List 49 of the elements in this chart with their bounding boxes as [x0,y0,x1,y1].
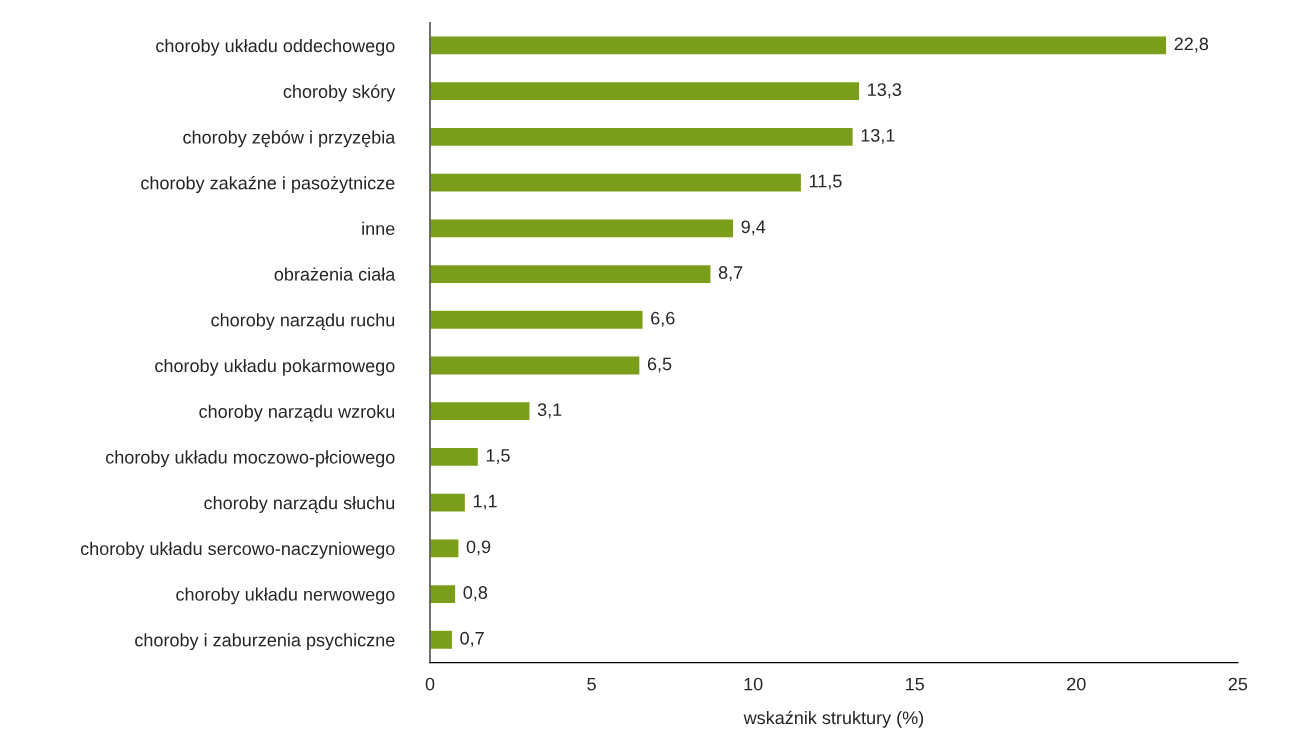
bar [429,309,644,331]
y-tick-label: inne [362,221,395,236]
data-label: 0,8 [463,586,488,602]
y-tick-label: choroby narządu słuchu [204,496,395,513]
bar [429,263,712,285]
bar [429,538,460,559]
data-label: 0,9 [466,540,491,556]
y-tick-label: choroby narządu ruchu [211,313,395,331]
x-tick-label: 0 [425,677,435,691]
y-tick-label: choroby układu oddechowego [156,38,395,56]
data-label: 13,3 [868,83,902,99]
y-tick-label: choroby układu moczowo-płciowego [106,450,395,468]
y-tick-label: choroby zakaźne i pasożytnicze [141,175,395,193]
bar [429,492,467,513]
y-tick-label: choroby i zaburzenia psychiczne [135,633,395,651]
x-tick-label: 20 [1067,677,1086,691]
bar [429,126,855,148]
y-tick-label: choroby narządu wzroku [199,404,395,422]
x-tick-label: 5 [587,677,596,691]
data-label: 22,8 [1174,37,1209,53]
y-tick-label: choroby skóry [283,84,396,102]
data-label: 3,1 [537,403,562,419]
data-label: 8,7 [718,266,743,282]
y-tick-label: choroby układu pokarmowego [155,358,395,376]
data-label: 0,7 [460,631,484,647]
bar [429,218,735,239]
bar [429,583,457,605]
x-tick-label: 15 [906,677,924,691]
y-tick-label: choroby zębów i przyzębia [183,130,396,148]
x-axis-title: wskaźnik struktury (%) [743,710,924,728]
data-label: 13,1 [861,128,895,144]
bar [429,400,531,422]
y-tick-label: choroby układu sercowo-naczyniowego [80,541,395,559]
y-tick-label: choroby układu nerwowego [176,587,395,605]
data-label: 1,5 [486,449,510,464]
data-label: 6,6 [651,311,675,327]
bar [429,446,480,468]
bar [429,80,861,102]
bar [429,355,641,376]
bar [429,172,803,193]
data-label: 9,4 [741,220,766,236]
bar [429,35,1168,56]
data-label: 6,5 [647,357,672,373]
data-label: 1,1 [473,494,497,510]
x-tick-label: 25 [1228,677,1248,691]
data-label: 11,5 [809,174,842,190]
bar [429,629,454,651]
x-tick-label: 10 [744,677,763,691]
y-tick-label: obrażenia ciała [274,267,396,281]
